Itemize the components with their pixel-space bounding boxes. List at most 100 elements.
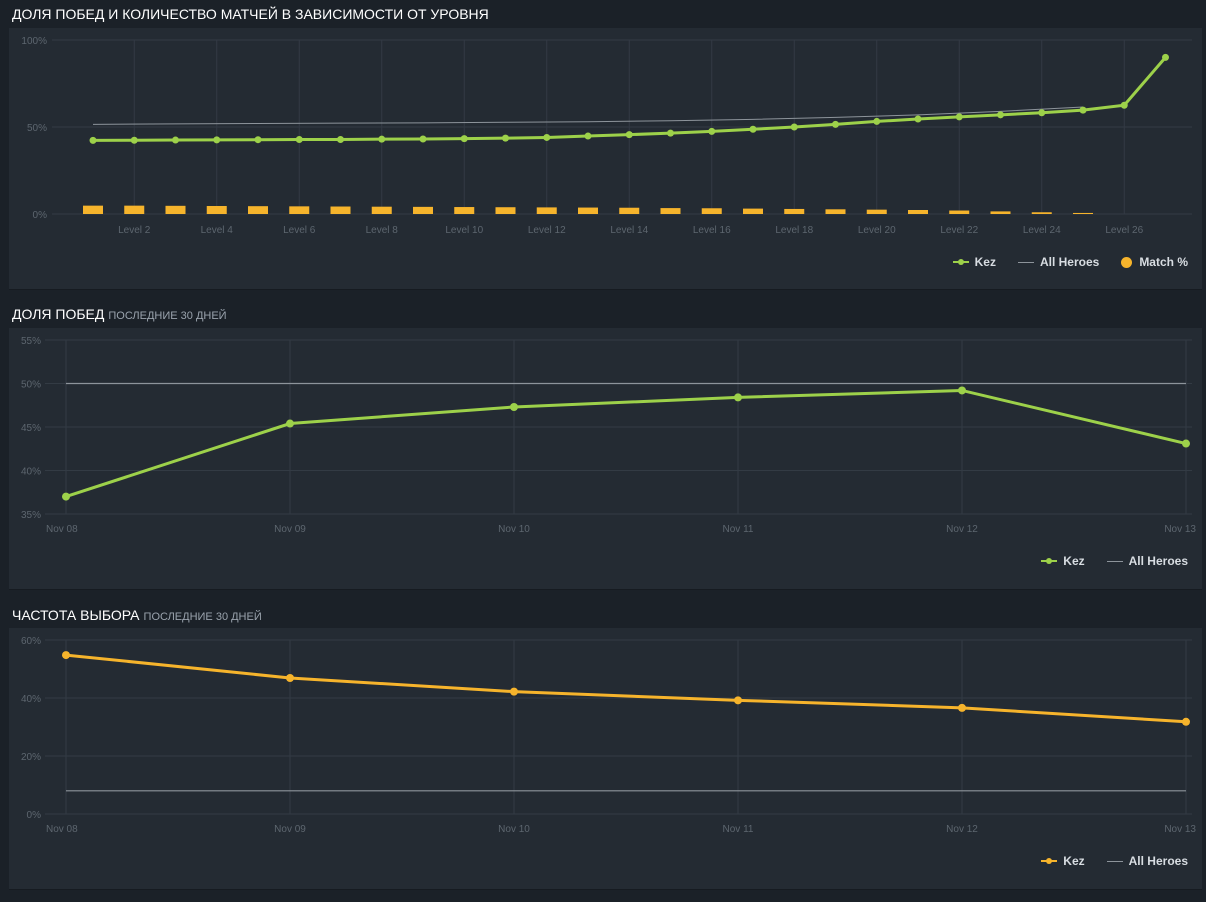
match-pct-bar — [371, 206, 392, 214]
match-pct-bar — [908, 209, 928, 214]
kez-point — [997, 111, 1004, 119]
y-tick-label: 35% — [21, 510, 41, 521]
pickrate-chart: 60% 40% 20% 0% Nov 08 Nov 09 Nov 10 Nov 11 Nov 1… — [21, 636, 1196, 835]
legend-label-all-heroes: All Heroes — [1128, 554, 1188, 568]
match-pct-bar — [83, 205, 103, 214]
kez-point — [502, 134, 509, 142]
x-tick-label: Nov 08 — [46, 524, 78, 535]
x-tick-label: Nov 09 — [274, 524, 306, 535]
legend-label-kez: Kez — [974, 255, 996, 269]
x-tick-label: Level 8 — [366, 225, 399, 236]
kez-point — [1182, 439, 1190, 448]
match-pct-bar — [330, 206, 351, 214]
chart-panel-pickrate: 60% 40% 20% 0% Nov 08 Nov 09 Nov 10 Nov 11 Nov 1… — [9, 628, 1202, 890]
line-icon — [1106, 560, 1123, 562]
section-title-winrate: Доля побед последние 30 дней — [12, 306, 227, 322]
legend-label-kez: Kez — [1063, 854, 1085, 868]
y-tick-label: 50% — [27, 123, 47, 134]
legend-label-all-heroes: All Heroes — [1039, 255, 1100, 269]
legend-item-all-heroes[interactable]: All Heroes — [1106, 854, 1188, 868]
x-tick-label: Level 20 — [858, 225, 896, 236]
y-tick-label: 0% — [33, 210, 48, 221]
kez-point — [337, 136, 344, 144]
kez-point — [254, 136, 262, 144]
kez-point — [832, 120, 839, 128]
match-pct-bar — [289, 206, 310, 214]
y-tick-label: 40% — [21, 467, 41, 478]
x-tick-label: Nov 11 — [723, 824, 754, 835]
legend-pickrate: Kez All Heroes — [1041, 854, 1188, 868]
legend-item-kez[interactable]: Kez — [952, 255, 996, 269]
kez-point — [62, 651, 70, 660]
kez-point — [749, 125, 757, 133]
kez-point — [378, 135, 386, 143]
match-pct-bar — [701, 208, 722, 214]
match-pct-bar — [495, 207, 516, 214]
kez-point — [708, 127, 716, 135]
line-dot-icon — [1041, 558, 1058, 564]
section-subtitle-pickrate: последние 30 дней — [143, 611, 262, 623]
line-dot-icon — [952, 259, 969, 265]
section-title-pickrate-text: Частота выбора — [12, 607, 140, 623]
y-tick-label: 100% — [21, 36, 47, 47]
match-pct-bar — [248, 206, 268, 214]
kez-point — [286, 673, 294, 682]
x-tick-label: Level 16 — [693, 225, 731, 236]
section-title-level-text: Доля побед и количество матчей в зависим… — [12, 6, 489, 22]
legend-level: Kez All Heroes Match % — [952, 255, 1188, 269]
kez-point — [1038, 109, 1046, 117]
x-tick-label: Level 24 — [1023, 225, 1061, 236]
x-tick-label: Nov 09 — [274, 824, 306, 835]
kez-point — [62, 492, 70, 501]
legend-item-all-heroes[interactable]: All Heroes — [1106, 554, 1188, 568]
chart-panel-level: 100% 50% 0% Level 2 Level 4 Level 6 Level 8 Lev… — [9, 28, 1202, 290]
line-icon — [1017, 261, 1034, 263]
x-tick-label: Nov 10 — [498, 524, 530, 535]
line-icon — [1106, 860, 1123, 862]
match-pct-bar — [413, 206, 433, 214]
kez-line — [65, 388, 1187, 499]
x-tick-label: Nov 11 — [723, 524, 754, 535]
circle-icon — [1121, 256, 1133, 268]
winrate-chart: 55% 50% 45% 40% 35% Nov 08 Nov 09 Nov 10 Nov 11 N… — [21, 336, 1196, 535]
kez-point — [510, 402, 518, 411]
match-pct-bar — [1073, 212, 1093, 214]
x-tick-label: Nov 10 — [498, 824, 530, 835]
kez-point — [1162, 53, 1169, 61]
legend-label-match-pct: Match % — [1139, 255, 1188, 269]
legend-item-match-pct[interactable]: Match % — [1121, 255, 1188, 269]
legend-label-kez: Kez — [1063, 554, 1085, 568]
match-pct-bar — [578, 207, 598, 214]
x-tick-label: Nov 12 — [946, 524, 978, 535]
x-tick-label: Nov 08 — [46, 824, 78, 835]
x-tick-label: Level 2 — [118, 225, 151, 236]
section-title-level: Доля побед и количество матчей в зависим… — [12, 6, 489, 22]
match-pct-bar — [206, 205, 227, 214]
kez-point — [419, 135, 427, 143]
match-pct-bar — [619, 207, 640, 214]
section-subtitle-winrate: последние 30 дней — [108, 310, 227, 322]
section-title-winrate-text: Доля побед — [12, 306, 105, 322]
kez-point — [734, 393, 742, 402]
y-tick-label: 55% — [21, 336, 41, 347]
match-pct-bar — [536, 207, 557, 214]
match-pct-bar — [825, 209, 846, 214]
kez-point — [734, 696, 742, 705]
match-pct-bar — [660, 208, 681, 214]
legend-item-kez[interactable]: Kez — [1041, 854, 1085, 868]
kez-point — [1182, 717, 1190, 726]
kez-point — [89, 136, 97, 144]
match-pct-bar — [990, 211, 1011, 214]
kez-point — [543, 133, 551, 141]
match-pct-bar — [454, 207, 475, 214]
kez-point — [625, 131, 633, 139]
match-pct-bar — [1031, 212, 1052, 214]
kez-point — [958, 703, 966, 712]
legend-item-all-heroes[interactable]: All Heroes — [1017, 255, 1100, 269]
x-tick-label: Level 22 — [940, 225, 978, 236]
kez-point — [873, 117, 881, 125]
all-heroes-line — [92, 106, 1084, 125]
legend-item-kez[interactable]: Kez — [1041, 554, 1085, 568]
kez-point — [914, 115, 922, 123]
x-tick-label: Level 4 — [201, 225, 234, 236]
